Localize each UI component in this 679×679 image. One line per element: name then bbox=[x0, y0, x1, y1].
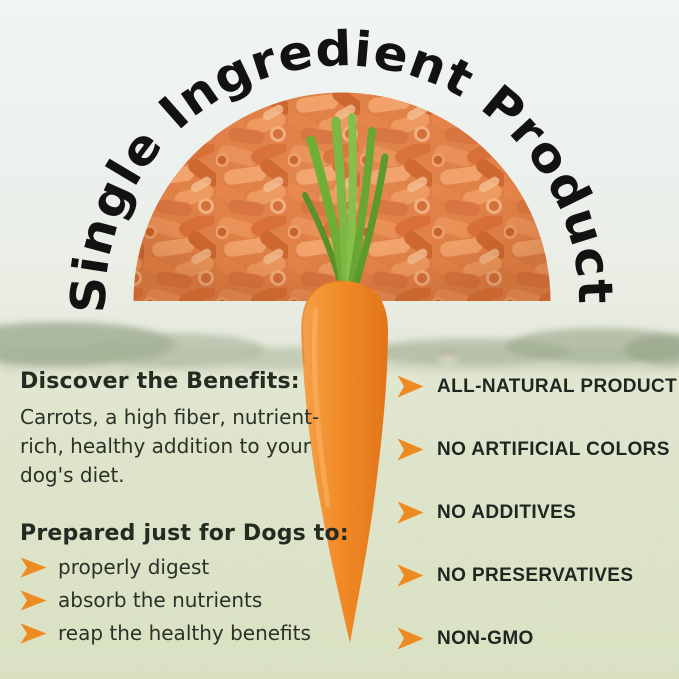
claim-item: NO PRESERVATIVES bbox=[397, 564, 677, 587]
list-item-label: reap the healthy benefits bbox=[58, 621, 311, 645]
claim-item: NO ADDITIVES bbox=[397, 501, 677, 524]
prepared-heading: Prepared just for Dogs to: bbox=[20, 521, 349, 546]
benefits-description-line: Carrots, a high fiber, nutrient- bbox=[20, 405, 320, 429]
list-item-label: properly digest bbox=[58, 555, 210, 579]
claim-item: NO ARTIFICIAL COLORS bbox=[397, 438, 677, 461]
benefits-description-line: dog's diet. bbox=[20, 463, 125, 487]
benefits-description-line: rich, healthy addition to your bbox=[20, 434, 311, 458]
prepared-list: properly digest absorb the nutrients rea… bbox=[20, 554, 311, 646]
claim-item: ALL-NATURAL PRODUCT bbox=[397, 375, 677, 398]
list-item-label: absorb the nutrients bbox=[58, 588, 263, 612]
arrow-bullet-icon bbox=[20, 556, 47, 578]
carrot-photo bbox=[300, 279, 388, 643]
claim-item: NON-GMO bbox=[397, 627, 677, 650]
list-item: properly digest bbox=[20, 554, 311, 580]
claim-label: ALL-NATURAL PRODUCT bbox=[437, 375, 678, 397]
benefits-description: Carrots, a high fiber, nutrient- rich, h… bbox=[20, 403, 320, 490]
carrot-greens bbox=[302, 113, 389, 301]
arrow-bullet-icon bbox=[20, 622, 47, 644]
claim-label: NO ADDITIVES bbox=[437, 501, 577, 523]
claims-section: ALL-NATURAL PRODUCT NO ARTIFICIAL COLORS… bbox=[397, 375, 677, 650]
benefits-heading: Discover the Benefits: bbox=[20, 369, 300, 394]
arrow-bullet-icon bbox=[397, 627, 424, 650]
list-item: reap the healthy benefits bbox=[20, 620, 311, 646]
arrow-bullet-icon bbox=[397, 501, 424, 524]
benefits-section: Discover the Benefits: Carrots, a high f… bbox=[20, 369, 320, 490]
arrow-bullet-icon bbox=[397, 375, 424, 398]
list-item: absorb the nutrients bbox=[20, 587, 311, 613]
claim-label: NO PRESERVATIVES bbox=[437, 564, 634, 586]
arrow-bullet-icon bbox=[397, 438, 424, 461]
arrow-bullet-icon bbox=[20, 589, 47, 611]
arrow-bullet-icon bbox=[397, 564, 424, 587]
claim-label: NO ARTIFICIAL COLORS bbox=[437, 438, 670, 460]
claim-label: NON-GMO bbox=[437, 627, 534, 649]
